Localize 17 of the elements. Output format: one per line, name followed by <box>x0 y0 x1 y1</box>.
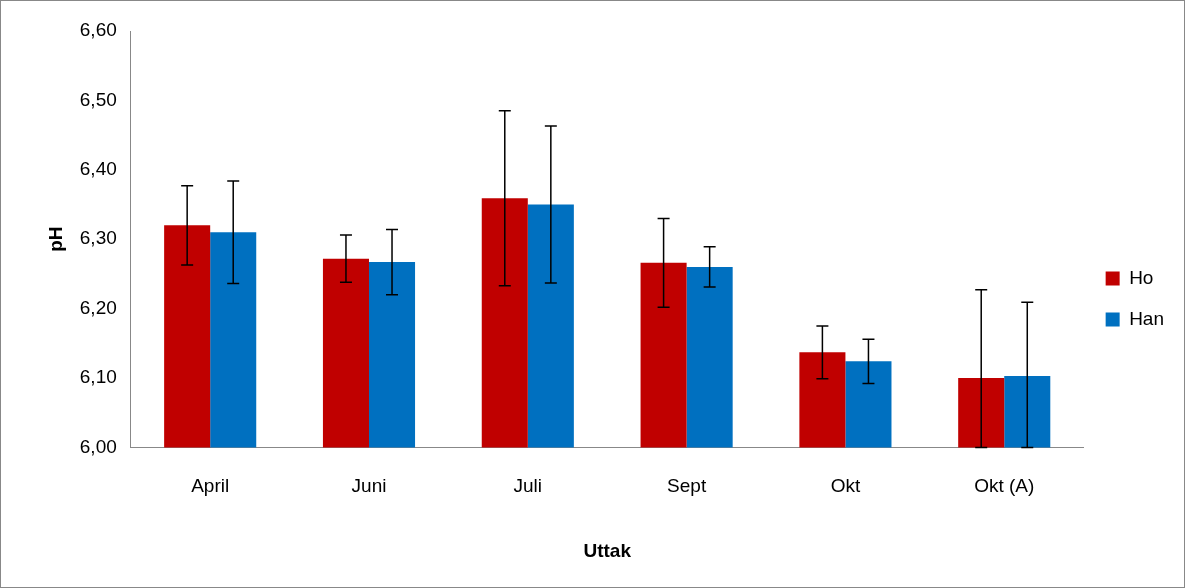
y-tick-label: 6,50 <box>79 88 117 110</box>
y-tick-label: 6,10 <box>79 366 117 388</box>
legend-label: Ho <box>1129 266 1154 288</box>
y-tick-label: 6,40 <box>79 158 117 180</box>
y-tick-label: 6,30 <box>79 227 117 249</box>
x-tick-label: April <box>191 475 230 497</box>
y-tick-label: 6,20 <box>79 296 117 318</box>
x-tick-label: Sept <box>667 475 707 497</box>
y-tick-label: 6,00 <box>79 435 117 457</box>
x-tick-label: Okt <box>830 475 861 497</box>
y-tick-label: 6,60 <box>79 19 117 41</box>
legend-label: Han <box>1129 307 1164 329</box>
x-tick-label: Juni <box>351 475 387 497</box>
y-axis-title: pH <box>44 226 66 252</box>
x-tick-label: Juli <box>513 475 543 497</box>
x-tick-label: Okt (A) <box>974 475 1035 497</box>
x-axis-title: Uttak <box>583 539 632 561</box>
